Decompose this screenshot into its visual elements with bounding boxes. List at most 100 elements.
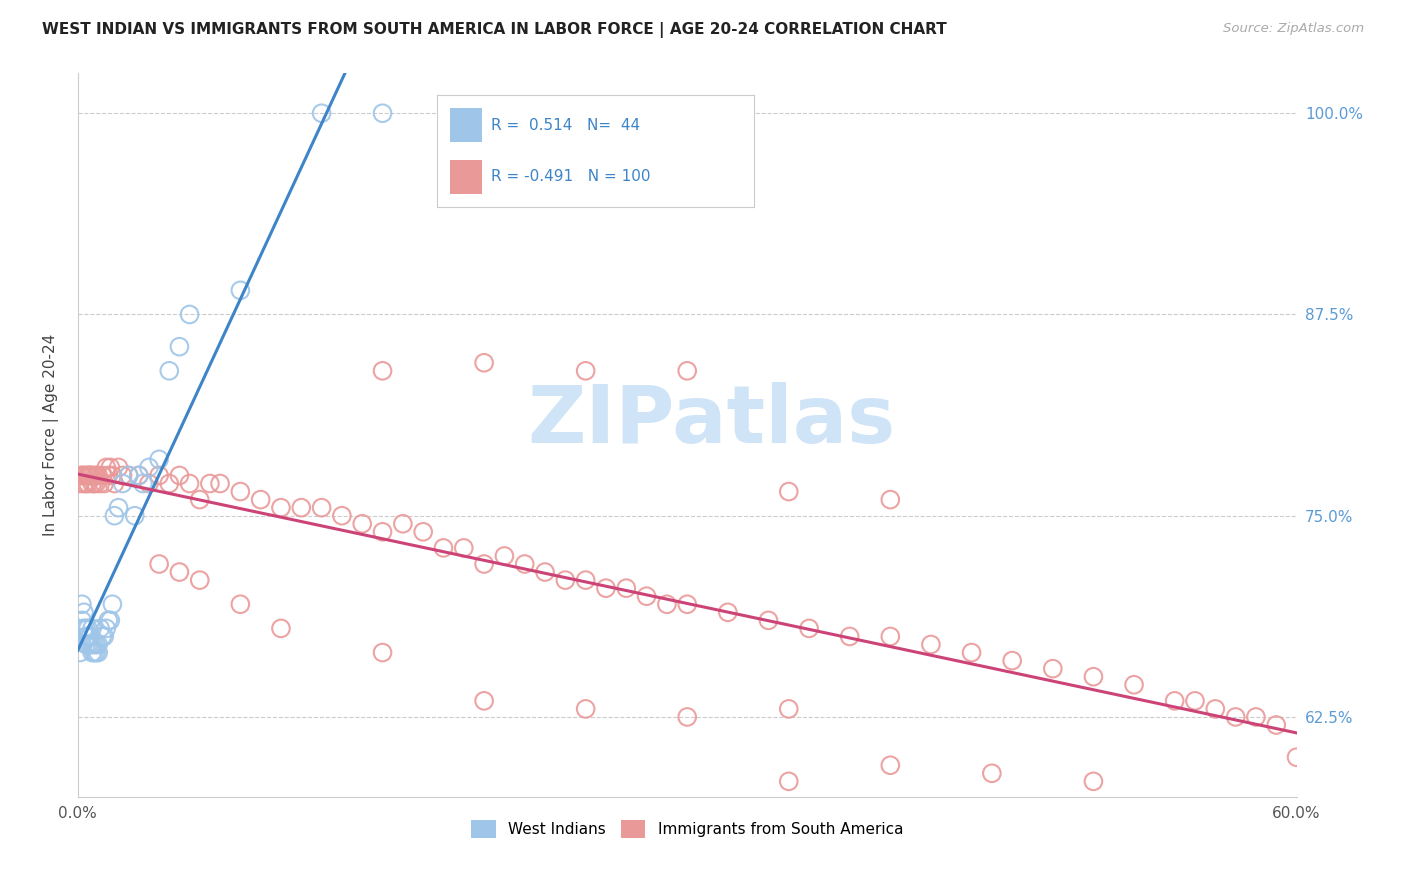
West Indians <box>77 621 100 635</box>
West Indians <box>138 460 160 475</box>
Immigrants from South America <box>75 476 97 491</box>
Immigrants from South America <box>84 468 107 483</box>
Immigrants from South America <box>494 549 516 563</box>
Text: Source: ZipAtlas.com: Source: ZipAtlas.com <box>1223 22 1364 36</box>
Immigrants from South America <box>77 468 100 483</box>
Text: ZIPatlas: ZIPatlas <box>527 382 896 459</box>
Immigrants from South America <box>209 476 232 491</box>
Immigrants from South America <box>97 468 120 483</box>
Immigrants from South America <box>89 476 111 491</box>
Immigrants from South America <box>453 541 475 555</box>
Immigrants from South America <box>73 468 96 483</box>
Immigrants from South America <box>371 364 394 378</box>
West Indians <box>179 308 201 322</box>
Immigrants from South America <box>778 774 800 789</box>
Immigrants from South America <box>1204 702 1226 716</box>
Immigrants from South America <box>111 468 134 483</box>
West Indians <box>87 646 110 660</box>
Immigrants from South America <box>83 468 105 483</box>
West Indians <box>117 468 139 483</box>
Immigrants from South America <box>392 516 415 531</box>
Immigrants from South America <box>1042 662 1064 676</box>
Immigrants from South America <box>270 621 292 635</box>
Immigrants from South America <box>513 557 536 571</box>
West Indians <box>70 613 93 627</box>
Immigrants from South America <box>80 468 103 483</box>
West Indians <box>84 646 107 660</box>
Immigrants from South America <box>676 597 699 611</box>
Immigrants from South America <box>1225 710 1247 724</box>
West Indians <box>229 283 252 297</box>
West Indians <box>79 638 101 652</box>
Immigrants from South America <box>249 492 271 507</box>
Immigrants from South America <box>960 646 983 660</box>
Immigrants from South America <box>107 460 129 475</box>
Immigrants from South America <box>229 484 252 499</box>
Immigrants from South America <box>920 638 942 652</box>
Immigrants from South America <box>84 476 107 491</box>
Immigrants from South America <box>148 468 170 483</box>
West Indians <box>101 597 124 611</box>
West Indians <box>75 638 97 652</box>
Immigrants from South America <box>778 702 800 716</box>
Immigrants from South America <box>595 581 617 595</box>
Immigrants from South America <box>73 476 96 491</box>
Immigrants from South America <box>575 573 598 587</box>
West Indians <box>77 638 100 652</box>
Immigrants from South America <box>77 476 100 491</box>
West Indians <box>79 630 101 644</box>
Immigrants from South America <box>1001 654 1024 668</box>
Immigrants from South America <box>101 468 124 483</box>
Immigrants from South America <box>432 541 454 555</box>
Immigrants from South America <box>188 573 211 587</box>
Immigrants from South America <box>554 573 576 587</box>
Immigrants from South America <box>879 758 901 772</box>
Immigrants from South America <box>1123 678 1146 692</box>
West Indians <box>80 621 103 635</box>
West Indians <box>80 646 103 660</box>
Immigrants from South America <box>91 468 114 483</box>
Immigrants from South America <box>472 557 495 571</box>
Immigrants from South America <box>179 476 201 491</box>
Immigrants from South America <box>758 613 780 627</box>
Immigrants from South America <box>472 356 495 370</box>
West Indians <box>73 621 96 635</box>
Immigrants from South America <box>93 476 115 491</box>
West Indians <box>311 106 333 120</box>
West Indians <box>124 508 146 523</box>
Immigrants from South America <box>311 500 333 515</box>
Immigrants from South America <box>575 364 598 378</box>
West Indians <box>132 476 155 491</box>
West Indians <box>91 630 114 644</box>
West Indians <box>73 605 96 619</box>
West Indians <box>75 621 97 635</box>
West Indians <box>83 638 105 652</box>
Immigrants from South America <box>70 468 93 483</box>
West Indians <box>87 638 110 652</box>
Immigrants from South America <box>77 468 100 483</box>
Immigrants from South America <box>980 766 1002 780</box>
Immigrants from South America <box>676 710 699 724</box>
Text: WEST INDIAN VS IMMIGRANTS FROM SOUTH AMERICA IN LABOR FORCE | AGE 20-24 CORRELAT: WEST INDIAN VS IMMIGRANTS FROM SOUTH AME… <box>42 22 946 38</box>
West Indians <box>83 646 105 660</box>
Y-axis label: In Labor Force | Age 20-24: In Labor Force | Age 20-24 <box>44 334 59 536</box>
Immigrants from South America <box>70 468 93 483</box>
Immigrants from South America <box>157 476 180 491</box>
Immigrants from South America <box>69 476 91 491</box>
West Indians <box>157 364 180 378</box>
West Indians <box>70 597 93 611</box>
Immigrants from South America <box>371 524 394 539</box>
Immigrants from South America <box>1244 710 1267 724</box>
West Indians <box>97 613 120 627</box>
Immigrants from South America <box>1285 750 1308 764</box>
Immigrants from South America <box>838 630 860 644</box>
West Indians <box>69 646 91 660</box>
Immigrants from South America <box>717 605 740 619</box>
West Indians <box>111 476 134 491</box>
Immigrants from South America <box>270 500 292 515</box>
Immigrants from South America <box>96 460 118 475</box>
Immigrants from South America <box>290 500 312 515</box>
Immigrants from South America <box>676 364 699 378</box>
Immigrants from South America <box>169 468 191 483</box>
Immigrants from South America <box>352 516 374 531</box>
